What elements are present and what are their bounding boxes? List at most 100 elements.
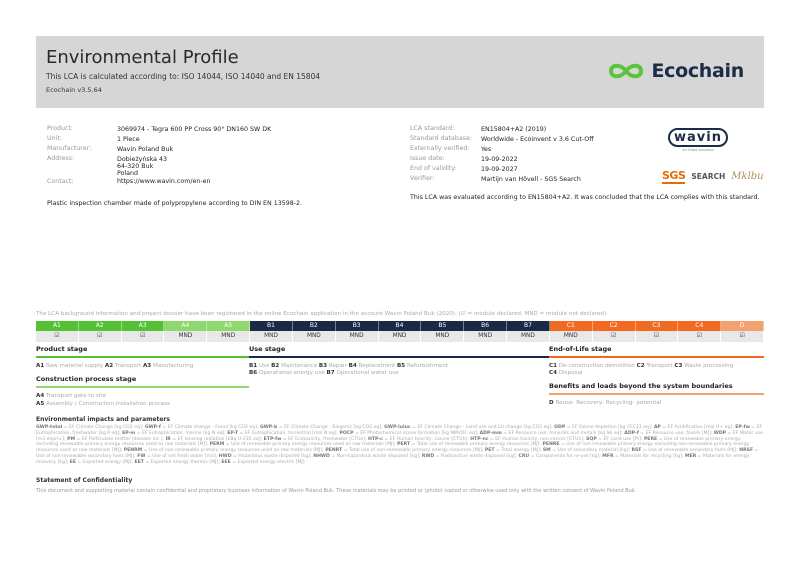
- info-label: Verifier:: [410, 175, 435, 182]
- module-item: A3 Manufacturing: [143, 363, 194, 369]
- module-status: MND: [335, 331, 379, 342]
- parameter-code: EP-T: [227, 430, 239, 436]
- module-code: B7: [326, 370, 335, 376]
- stage-modules: A4 Transport gate to site A5 Assembly / C…: [36, 393, 249, 408]
- parameter-definition: EP-fw = EF Eutrophication, freshwater [k…: [36, 425, 763, 436]
- parameter-definition: POCP = EF Photochemical ozone formation …: [339, 430, 477, 436]
- info-value: Worldwide - Ecoinvent v 3.6 Cut-Off: [481, 135, 594, 143]
- parameter-description: Exported energy [MJ]: [82, 459, 132, 465]
- parameter-code: GWP-b: [259, 425, 278, 430]
- parameter-code: EP-m: [122, 430, 136, 436]
- info-value: 19-09-2022: [481, 155, 518, 163]
- info-row: Address: Dobieżyńska 43 64-320 Buk Poland: [47, 154, 271, 177]
- end-of-life-stage: End-of-Life stage C1 De-construction dem…: [549, 345, 764, 407]
- parameter-description: EF Resource use, minerals and metals [kg…: [508, 430, 622, 436]
- module-header: C2: [592, 321, 636, 331]
- parameter-definition: PERM = Use of renewable primary energy r…: [209, 442, 395, 448]
- module-name: Waste processing: [684, 363, 734, 369]
- parameter-code: NHWD: [313, 453, 330, 459]
- parameter-definition: PET = Total energy [MJ]: [484, 448, 540, 454]
- product-info: Product: 3069974 - Tegra 600 PP Cross 90°…: [47, 124, 271, 187]
- use-stage: Use stage B1 Use B2 Maintenance B3 Repai…: [249, 345, 549, 377]
- parameter-definition: PENRE = Use of non renewable primary ene…: [36, 442, 750, 454]
- parameter-description: EF Photochemical ozone formation [kg NMV…: [360, 430, 477, 436]
- module-status: MND: [164, 331, 208, 342]
- parameter-code: PET: [484, 448, 495, 454]
- stage-title: End-of-Life stage: [549, 345, 612, 353]
- module-header: A3: [121, 321, 165, 331]
- parameter-definition: PM = EF Particulate matter [disease inc.…: [67, 436, 163, 442]
- module-code: A4: [36, 393, 45, 399]
- module-status: ☑: [78, 331, 122, 342]
- subtitle: This LCA is calculated according to: ISO…: [46, 72, 321, 81]
- parameter-code: PENRE: [542, 442, 560, 448]
- verifier-signature: Mklbu: [731, 171, 764, 182]
- parameter-description: Non-hazardous waste disposed [kg]: [336, 453, 419, 459]
- module-name: Assembly / Construction installation pro…: [46, 400, 170, 407]
- module-header: B7: [507, 321, 550, 331]
- module-item: B4 Replacement: [349, 363, 396, 369]
- module-item: A4 Transport gate to site: [36, 393, 106, 399]
- stage-divider: [549, 393, 764, 395]
- module-status: MND: [250, 331, 293, 342]
- info-value: https://www.wavin.com/en-en: [117, 178, 211, 185]
- parameter-definition: EEE = Exported energy electric [MJ]: [221, 459, 305, 465]
- parameter-description: Use of non-renewable primary energy reso…: [149, 448, 323, 454]
- ecochain-logo: Ecochain: [607, 60, 744, 82]
- parameter-code: RSF: [631, 448, 642, 454]
- info-label: Contact:: [47, 177, 74, 185]
- module-header: B5: [421, 321, 465, 331]
- module-code: A3: [142, 363, 152, 369]
- parameter-description: EF Acidification [mol H+ eq]: [667, 425, 733, 430]
- wavin-logo: wavin An Orbia business: [660, 126, 736, 152]
- module-item: D Reuse- Recovery- Recycling- potential: [549, 400, 661, 406]
- module-status: MND: [421, 331, 465, 342]
- parameter-definition: SQP = EF Land use [Pt]: [586, 436, 641, 442]
- parameter-definition: NRSF = Use of non-renewable secondary fu…: [36, 448, 759, 459]
- info-row: Contact: https://www.wavin.com/en-en: [47, 177, 271, 187]
- module-item: B5 Refurbishment: [397, 363, 448, 369]
- info-row: Manufacturer: Wavin Poland Buk: [47, 144, 271, 154]
- parameter-definition: ADP-mm = EF Resource use, minerals and m…: [479, 430, 622, 436]
- module-item: A5 Assembly / Construction installation …: [36, 401, 170, 407]
- module-code: D: [549, 400, 554, 406]
- parameter-code: PENRM: [123, 448, 143, 454]
- stage-divider: [36, 386, 249, 388]
- module-status: MND: [464, 331, 508, 342]
- parameter-code: FW: [137, 453, 146, 459]
- parameter-code: RWD: [421, 453, 435, 459]
- parameter-code: GWP-total: [36, 425, 63, 430]
- stage-divider: [249, 356, 549, 358]
- module-item: B3 Repair: [319, 363, 347, 369]
- module-code: B6: [249, 370, 258, 376]
- parameter-description: EF Climate Change - Land use and LU chan…: [417, 425, 552, 430]
- module-name: Manufacturing: [152, 363, 194, 369]
- parameter-description: Hazardous waste disposed [kg]: [238, 453, 311, 459]
- module-item: B1 Use: [249, 363, 269, 369]
- parameter-description: EF Ionising radiation [kBq U-235 eq]: [177, 436, 261, 442]
- parameter-description: Use of renewable secondary fuels [MJ]: [648, 448, 737, 454]
- module-code: C4: [549, 370, 557, 376]
- parameter-definition: CRU = Components for re-use [kg]: [518, 453, 600, 459]
- parameter-definition: HTP-nc = EF Human toxicity, non-cancer […: [470, 436, 584, 442]
- parameter-definition: GWP-b = EF Climate Change - Biogenic [kg…: [259, 425, 382, 430]
- info-value: Martijn van Hövell - SGS Search: [481, 175, 581, 183]
- stage-modules: A1 Raw material supply A2 Transport A3 M…: [36, 363, 249, 370]
- parameter-description: EF Eutrophication, terrestrial [mol N eq…: [244, 430, 337, 436]
- version-label: Ecochain v3.5.64: [46, 86, 102, 94]
- module-status: MND: [507, 331, 550, 342]
- module-item: A2 Transport: [105, 363, 141, 369]
- module-status: MND: [292, 331, 336, 342]
- info-label: End of validity:: [410, 165, 457, 172]
- stage-title: Product stage: [36, 345, 88, 353]
- stage-divider: [549, 356, 764, 358]
- module-name: De-construction demolition: [558, 363, 635, 369]
- parameter-code: EP-fw: [735, 425, 750, 430]
- info-value: 1 Piece: [117, 135, 140, 143]
- info-label: Standard database:: [410, 135, 472, 142]
- module-code: A1: [36, 363, 45, 369]
- stage-modules: C1 De-construction demolition C2 Transpo…: [549, 363, 749, 377]
- module-item: B7 Operational water use: [327, 370, 399, 376]
- module-item: B6 Operational energy use: [249, 370, 325, 376]
- parameter-code: SM: [542, 448, 551, 454]
